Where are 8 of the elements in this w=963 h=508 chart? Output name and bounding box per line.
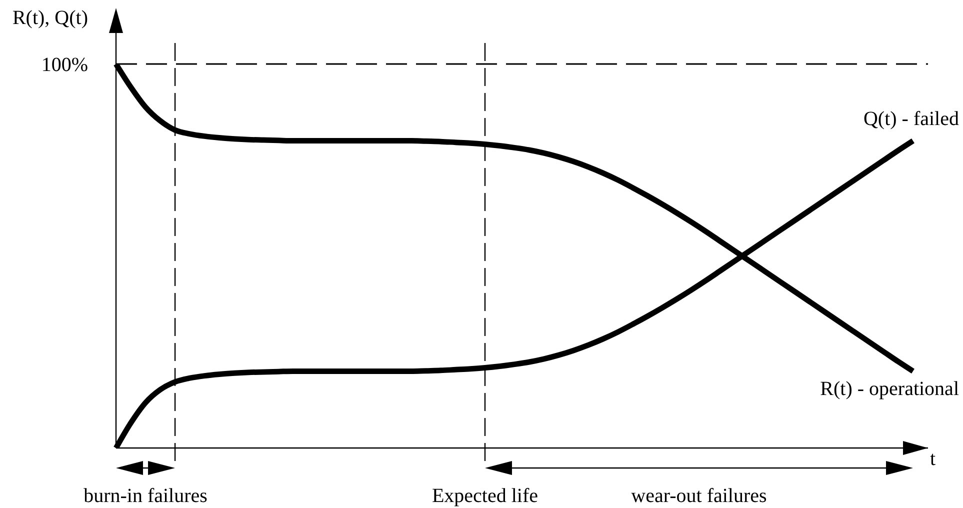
x-axis-title: t — [930, 448, 936, 470]
text: burn-in failures — [84, 485, 208, 507]
text: Expected life — [432, 485, 538, 507]
text: wear-out failures — [631, 485, 768, 507]
y-axis-title: R(t), Q(t) — [12, 7, 88, 29]
series-label: R(t) - operational — [820, 378, 960, 400]
series-label: Q(t) - failed — [863, 108, 959, 130]
ref-line-label: 100% — [41, 54, 88, 76]
